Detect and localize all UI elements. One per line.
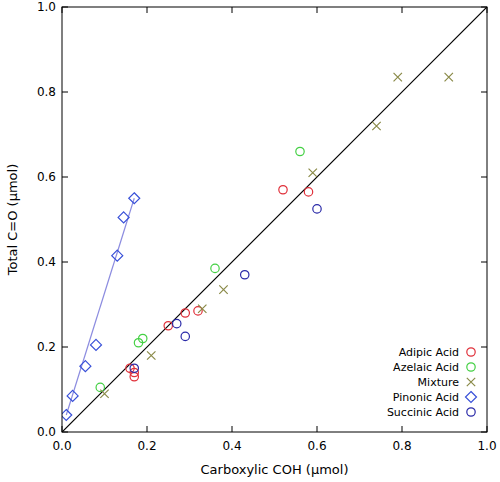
x-tick-label: 1.0: [477, 439, 496, 453]
point: [241, 271, 249, 279]
chart: 0.0 0.2 0.4 0.6 0.8 1.0 0.0 0.2 0.4 0.6 0.8 1.0 Carb…: [0, 0, 500, 482]
x-axis-label: Carboxylic COH (µmol): [201, 462, 349, 477]
point: [198, 305, 206, 313]
point: [296, 147, 304, 155]
legend-label: Mixture: [418, 376, 460, 389]
point: [394, 73, 402, 81]
x-tick-label: 0.8: [392, 439, 411, 453]
point: [147, 351, 155, 359]
point: [445, 73, 453, 81]
point: [173, 319, 181, 327]
y-tick-label: 0.2: [37, 340, 56, 354]
x-tick-top: [402, 7, 403, 13]
x-tick: [317, 426, 318, 432]
line: [66, 198, 134, 415]
point: [372, 122, 380, 130]
point: [164, 322, 172, 330]
legend-marker: [467, 348, 475, 356]
x-tick: [402, 426, 403, 432]
y-tick-right: [481, 177, 487, 178]
y-axis-label: Total C=O (µmol): [5, 164, 20, 276]
point: [118, 212, 129, 223]
point: [139, 334, 147, 342]
x-tick-label: 0.4: [222, 439, 241, 453]
legend-label: Succinic Acid: [387, 406, 459, 419]
y-tick-label: 0.8: [37, 85, 56, 99]
x-tick-top: [147, 7, 148, 13]
y-tick: [62, 262, 68, 263]
legend-marker: [466, 392, 477, 403]
y-tick-right: [481, 262, 487, 263]
y-tick: [62, 177, 68, 178]
point: [62, 410, 72, 421]
legend-marker: [467, 363, 475, 371]
point: [67, 390, 78, 401]
point: [130, 364, 138, 372]
y-tick-right: [481, 92, 487, 93]
x-tick-top: [317, 7, 318, 13]
legend-marker: [467, 378, 475, 386]
point: [100, 390, 108, 398]
point: [304, 188, 312, 196]
x-tick-label: 0.2: [137, 439, 156, 453]
y-tick-label: 0.6: [37, 170, 56, 184]
y-tick-label: 0.4: [37, 255, 56, 269]
point: [181, 332, 189, 340]
x-tick-top: [232, 7, 233, 13]
legend-marker: [467, 408, 475, 416]
point: [219, 285, 227, 293]
x-tick-label: 0.6: [307, 439, 326, 453]
legend-label: Azelaic Acid: [393, 361, 459, 374]
legend: Adipic Acid Azelaic Acid Mixture Pinonic Ac…: [387, 346, 477, 419]
y-tick: [62, 347, 68, 348]
legend-label: Adipic Acid: [399, 346, 459, 359]
y-tick: [62, 92, 68, 93]
legend-label: Pinonic Acid: [393, 391, 459, 404]
plot-area: [62, 7, 487, 432]
y-tick-label: 0.0: [37, 425, 56, 439]
line: [62, 7, 487, 432]
frame: [62, 7, 487, 432]
x-tick: [232, 426, 233, 432]
point: [112, 250, 123, 261]
y-tick-right: [481, 347, 487, 348]
point: [91, 339, 102, 350]
x-tick: [147, 426, 148, 432]
point: [309, 169, 317, 177]
point: [211, 264, 219, 272]
y-tick-label: 1.0: [37, 0, 56, 14]
point: [80, 361, 91, 372]
x-tick-label: 0.0: [52, 439, 71, 453]
point: [129, 193, 140, 204]
point: [279, 186, 287, 194]
point: [130, 373, 138, 381]
point: [181, 309, 189, 317]
point: [313, 205, 321, 213]
